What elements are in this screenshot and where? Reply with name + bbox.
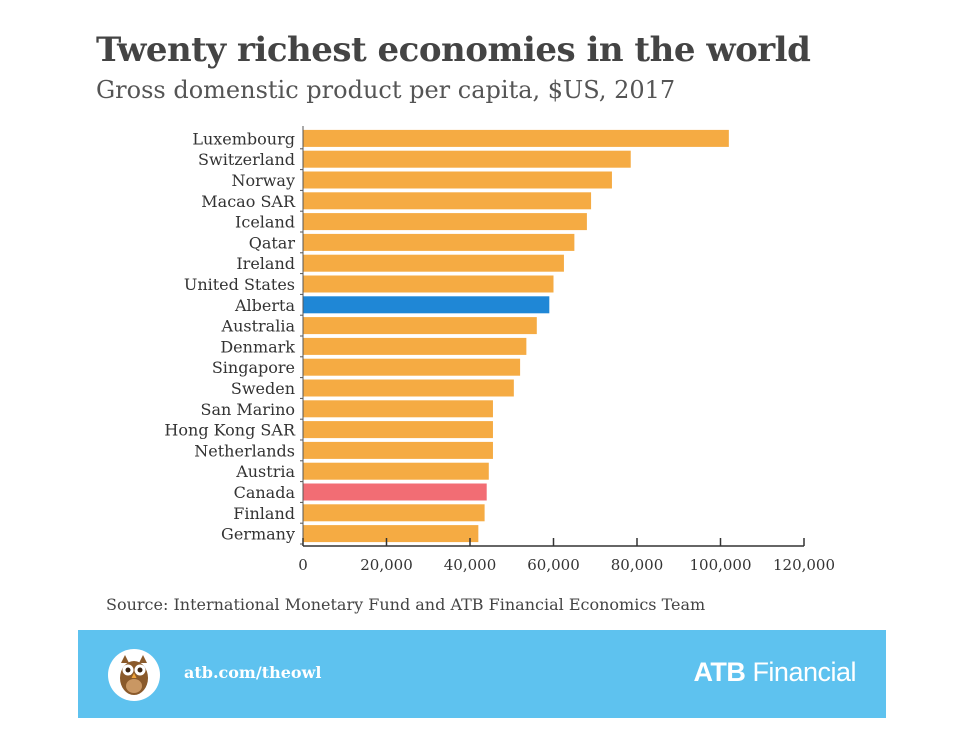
bar xyxy=(303,462,489,480)
bar xyxy=(303,275,554,293)
x-tick-label: 60,000 xyxy=(527,556,580,574)
x-tick-label: 40,000 xyxy=(444,556,497,574)
category-label: United States xyxy=(184,275,295,294)
category-label: Luxembourg xyxy=(192,129,295,148)
x-tick-label: 120,000 xyxy=(773,556,835,574)
bar xyxy=(303,525,479,543)
x-tick-label: 100,000 xyxy=(689,556,751,574)
bar xyxy=(303,317,537,335)
bar xyxy=(303,504,485,522)
brand-rest: Financial xyxy=(745,657,856,687)
bar xyxy=(303,150,631,168)
bar xyxy=(303,254,564,272)
chart-title: Twenty richest economies in the world xyxy=(96,30,811,70)
bar xyxy=(303,233,575,251)
category-label: Singapore xyxy=(212,358,295,377)
chart-subtitle: Gross domenstic product per capita, $US,… xyxy=(96,76,676,104)
category-label: Germany xyxy=(221,525,295,544)
category-label: Australia xyxy=(221,317,296,336)
bar xyxy=(303,483,487,501)
category-label: Switzerland xyxy=(198,150,295,169)
bar xyxy=(303,296,550,314)
bar xyxy=(303,421,493,439)
owl-badge xyxy=(108,649,160,701)
x-tick-label: 20,000 xyxy=(360,556,413,574)
bar xyxy=(303,192,592,210)
bar-chart: Luxembourg Switzerland Norway Macao SAR Icel… xyxy=(164,126,835,574)
footer-banner: atb.com/theowl ATB Financial xyxy=(78,630,886,718)
footer-link[interactable]: atb.com/theowl xyxy=(184,663,322,682)
category-label: Finland xyxy=(233,504,295,523)
category-label: Qatar xyxy=(249,233,296,252)
category-label: San Marino xyxy=(200,400,295,419)
bar xyxy=(303,337,527,355)
category-label: Netherlands xyxy=(194,441,295,460)
category-label: Norway xyxy=(231,171,295,190)
category-label: Denmark xyxy=(220,337,295,356)
category-label: Sweden xyxy=(231,379,295,398)
bar xyxy=(303,358,521,376)
owl-icon xyxy=(120,655,148,695)
x-tick-label: 0 xyxy=(298,556,308,574)
brand-bold: ATB xyxy=(693,657,746,687)
bar xyxy=(303,171,612,189)
bar xyxy=(303,213,587,231)
category-label: Ireland xyxy=(236,254,295,273)
category-label: Iceland xyxy=(235,213,295,232)
bar xyxy=(303,400,493,418)
atb-financial-logo: ATB Financial xyxy=(693,657,856,688)
bar xyxy=(303,441,493,459)
category-label: Austria xyxy=(235,462,295,481)
category-label: Macao SAR xyxy=(201,192,296,211)
bar xyxy=(303,129,729,147)
category-label: Canada xyxy=(234,483,296,502)
category-label: Hong Kong SAR xyxy=(164,421,296,440)
bar xyxy=(303,379,514,397)
category-label: Alberta xyxy=(234,296,295,315)
source-note: Source: International Monetary Fund and … xyxy=(106,595,706,614)
x-tick-label: 80,000 xyxy=(611,556,664,574)
